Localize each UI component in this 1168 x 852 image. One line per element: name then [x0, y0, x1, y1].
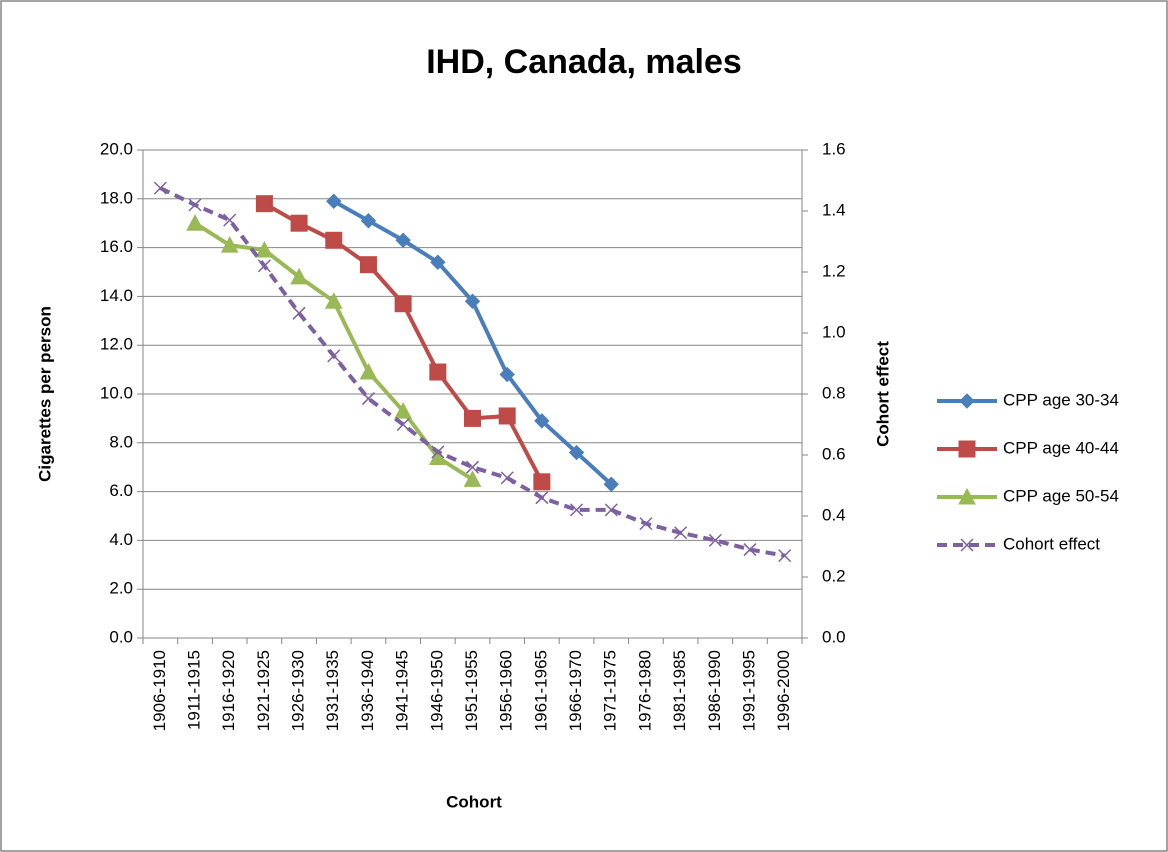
x-tick-label: 1941-1945: [393, 650, 412, 731]
data-point: [325, 231, 343, 249]
data-point: [708, 533, 722, 547]
data-point: [533, 473, 551, 491]
x-tick-label: 1981-1985: [670, 650, 689, 731]
data-point: [153, 181, 167, 195]
legend-label: Cohort effect: [1003, 534, 1100, 553]
y2-tick-label: 0.0: [822, 627, 846, 646]
data-point: [255, 240, 274, 258]
legend-marker: [958, 440, 976, 458]
data-point: [604, 503, 618, 517]
data-point: [255, 195, 273, 213]
data-point: [361, 392, 375, 406]
y-tick-label: 4.0: [109, 530, 133, 549]
x-tick-label: 1946-1950: [427, 650, 446, 731]
y-tick-label: 6.0: [109, 481, 133, 500]
legend-label: CPP age 30-34: [1003, 390, 1119, 409]
y2-tick-label: 0.4: [822, 505, 846, 524]
data-point: [188, 198, 202, 212]
legend-marker: [960, 538, 974, 552]
data-point: [360, 213, 377, 229]
x-tick-label: 1966-1970: [566, 650, 585, 731]
y-tick-label: 10.0: [100, 383, 133, 402]
x-tick-label: 1921-1925: [254, 650, 273, 731]
data-point: [674, 526, 688, 540]
data-point: [639, 517, 653, 531]
legend-label: CPP age 50-54: [1003, 486, 1119, 505]
data-point: [292, 306, 306, 320]
y2-tick-label: 0.8: [822, 383, 846, 402]
data-point: [464, 293, 481, 309]
data-point: [327, 349, 341, 363]
y2-tick-label: 1.0: [822, 322, 846, 341]
x-tick-label: 1911-1915: [185, 650, 204, 730]
y-tick-label: 2.0: [109, 579, 133, 598]
data-point: [394, 295, 412, 313]
data-point: [534, 413, 550, 429]
y-tick-label: 14.0: [100, 286, 133, 305]
data-point: [743, 543, 757, 557]
data-point: [430, 254, 446, 270]
legend-marker: [959, 393, 975, 409]
x-axis-title: Cohort: [446, 792, 502, 811]
data-point: [220, 236, 239, 253]
x-tick-label: 1991-1995: [739, 650, 758, 731]
data-point: [570, 503, 584, 517]
data-point: [290, 267, 308, 285]
chart-title: IHD, Canada, males: [426, 43, 742, 81]
data-point: [290, 214, 308, 232]
data-point: [465, 460, 480, 474]
x-tick-label: 1956-1960: [497, 650, 516, 731]
data-point: [324, 292, 343, 309]
data-point: [359, 362, 378, 380]
data-point: [500, 471, 514, 485]
data-point: [395, 232, 411, 248]
data-point: [326, 193, 342, 209]
y2-tick-label: 0.2: [822, 566, 846, 585]
y-tick-label: 12.0: [100, 335, 133, 354]
x-tick-label: 1906-1910: [150, 650, 169, 731]
y2-tick-label: 1.4: [822, 200, 846, 219]
data-point: [464, 409, 481, 427]
y2-tick-label: 1.2: [822, 261, 846, 280]
y2-axis-title: Cohort effect: [873, 341, 892, 447]
x-tick-label: 1936-1940: [358, 650, 377, 731]
data-point: [499, 366, 515, 383]
legend-label: CPP age 40-44: [1003, 438, 1119, 457]
y-tick-label: 16.0: [100, 237, 133, 256]
x-tick-label: 1931-1935: [323, 650, 342, 731]
legend-marker: [958, 487, 976, 505]
data-point: [257, 259, 271, 273]
data-point: [568, 444, 585, 461]
x-tick-label: 1951-1955: [462, 650, 481, 731]
x-tick-label: 1916-1920: [219, 650, 238, 731]
data-point: [359, 256, 377, 274]
y2-tick-label: 0.6: [822, 444, 846, 463]
data-point: [431, 445, 445, 459]
y-axis-title: Cigarettes per person: [35, 306, 54, 482]
y2-tick-label: 1.6: [822, 139, 846, 158]
x-tick-label: 1926-1930: [289, 650, 308, 731]
y-tick-label: 20.0: [100, 139, 133, 158]
y-tick-label: 18.0: [100, 188, 133, 207]
y-tick-label: 8.0: [109, 432, 133, 451]
x-tick-label: 1961-1965: [531, 650, 550, 731]
data-point: [429, 363, 447, 381]
data-point: [186, 214, 204, 231]
data-point: [463, 470, 482, 487]
data-point: [603, 476, 619, 492]
x-tick-label: 1971-1975: [601, 650, 620, 731]
data-point: [498, 407, 516, 425]
x-tick-label: 1976-1980: [635, 650, 654, 731]
data-point: [535, 491, 549, 505]
x-tick-label: 1996-2000: [774, 650, 793, 731]
y-tick-label: 0.0: [109, 627, 133, 646]
data-point: [223, 213, 237, 227]
data-point: [778, 549, 792, 563]
data-point: [394, 402, 412, 419]
data-point: [396, 417, 410, 432]
x-tick-label: 1986-1990: [705, 650, 724, 731]
